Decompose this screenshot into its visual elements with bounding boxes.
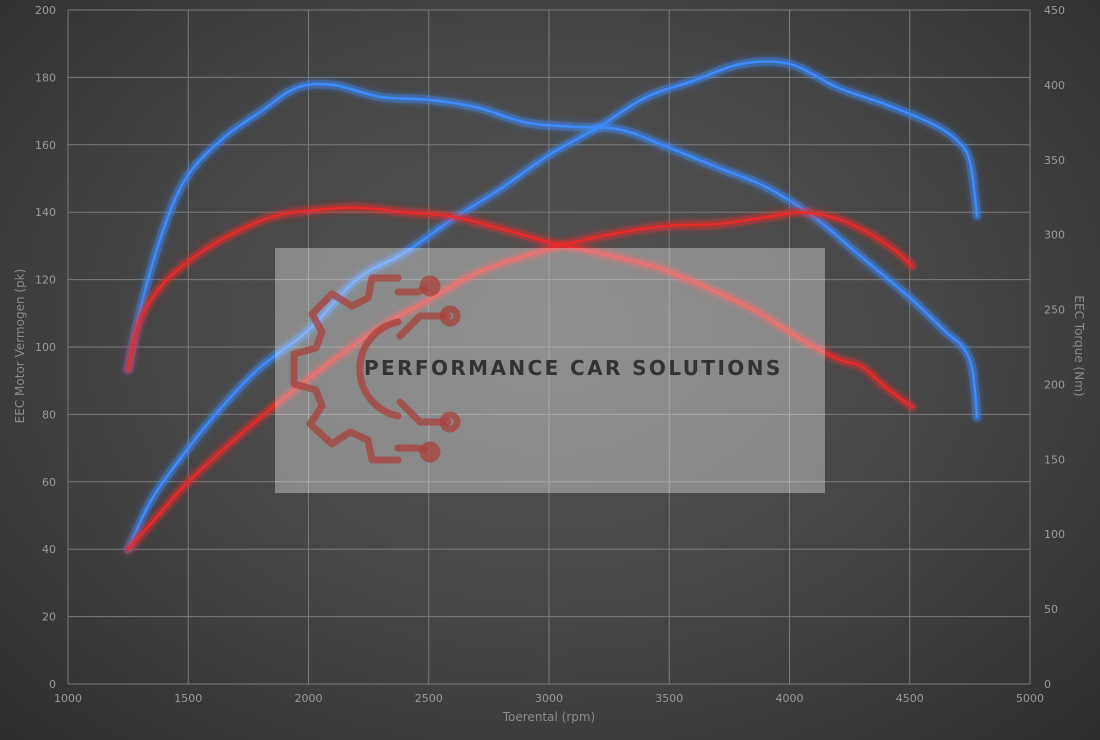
right-y-tick-label: 50 (1044, 603, 1058, 616)
left-y-tick-label: 180 (35, 71, 56, 84)
right-y-axis-label: EEC Torque (Nm) (1072, 295, 1086, 396)
left-y-tick-label: 200 (35, 4, 56, 17)
left-y-tick-label: 40 (42, 543, 56, 556)
x-tick-label: 3500 (655, 692, 683, 705)
x-tick-label: 4500 (896, 692, 924, 705)
left-y-tick-label: 120 (35, 274, 56, 287)
left-y-tick-label: 80 (42, 408, 56, 421)
x-tick-label: 4000 (776, 692, 804, 705)
series-group (123, 56, 982, 554)
x-tick-label: 1000 (54, 692, 82, 705)
right-y-axis-ticks: 0 50 100 150 200 250 300 350 400 450 (1044, 4, 1065, 691)
x-tick-label: 5000 (1016, 692, 1044, 705)
left-y-tick-label: 140 (35, 206, 56, 219)
right-y-tick-label: 350 (1044, 154, 1065, 167)
x-axis-label: Toerental (rpm) (502, 710, 595, 724)
right-y-tick-label: 200 (1044, 378, 1065, 391)
left-y-tick-label: 0 (49, 678, 56, 691)
series-line-4 (126, 206, 914, 409)
left-y-axis-ticks: 0 20 40 60 80 100 120 140 160 180 200 (35, 4, 56, 691)
grid-lines (67, 9, 1031, 685)
right-y-tick-label: 100 (1044, 528, 1065, 541)
right-y-tick-label: 300 (1044, 229, 1065, 242)
right-y-tick-label: 0 (1044, 678, 1051, 691)
right-y-tick-label: 150 (1044, 453, 1065, 466)
watermark: PERFORMANCE CAR SOLUTIONS (275, 248, 825, 493)
series-line-3 (126, 210, 914, 551)
right-y-tick-label: 450 (1044, 4, 1065, 17)
x-tick-label: 2500 (415, 692, 443, 705)
left-y-tick-label: 100 (35, 341, 56, 354)
left-y-tick-label: 20 (42, 611, 56, 624)
left-y-axis-label: EEC Motor Vermogen (pk) (13, 269, 27, 424)
gear-logo-icon (290, 274, 461, 464)
x-axis-ticks: 1000 1500 2000 2500 3000 3500 4000 4500 5000 (54, 692, 1044, 705)
x-tick-label: 2000 (295, 692, 323, 705)
right-y-tick-label: 250 (1044, 304, 1065, 317)
x-tick-label: 3000 (535, 692, 563, 705)
x-tick-label: 1500 (174, 692, 202, 705)
watermark-brand-text: PERFORMANCE CAR SOLUTIONS (364, 356, 783, 380)
series-line-1 (126, 60, 979, 551)
right-y-tick-label: 400 (1044, 79, 1065, 92)
series-line-2 (126, 82, 979, 419)
left-y-tick-label: 160 (35, 139, 56, 152)
left-y-tick-label: 60 (42, 476, 56, 489)
